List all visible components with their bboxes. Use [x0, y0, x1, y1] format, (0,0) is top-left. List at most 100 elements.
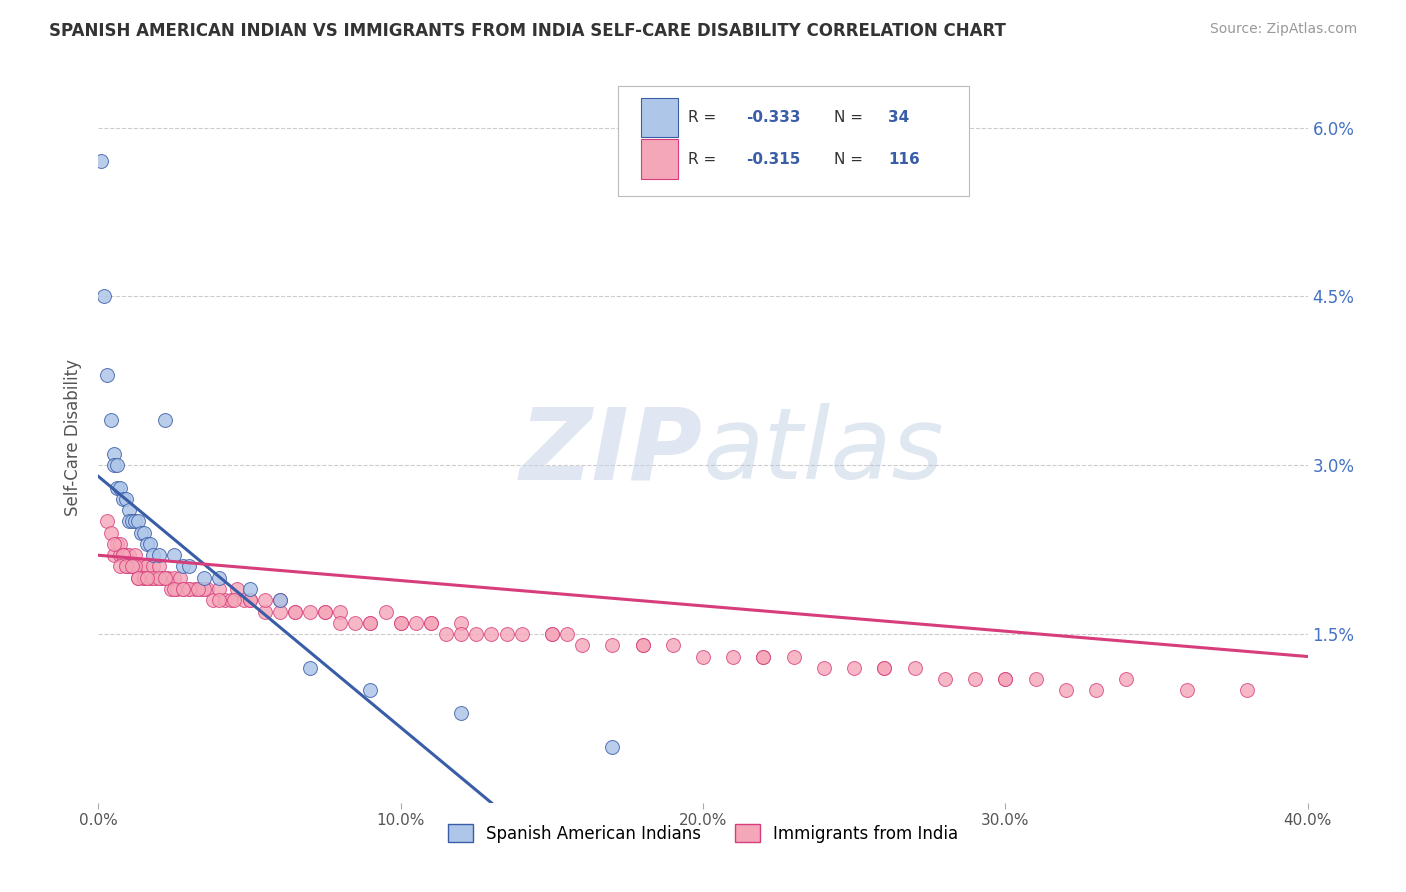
Point — [239, 582, 262, 596]
Point — [1024, 672, 1046, 686]
Point — [221, 593, 243, 607]
Text: R =: R = — [689, 110, 721, 125]
Point — [405, 615, 427, 630]
Point — [481, 627, 503, 641]
Point — [114, 548, 136, 562]
Point — [108, 481, 131, 495]
Point — [118, 548, 141, 562]
Point — [226, 582, 249, 596]
Text: N =: N = — [834, 152, 868, 167]
Point — [142, 559, 165, 574]
Point — [661, 638, 683, 652]
Point — [100, 525, 122, 540]
Point — [142, 571, 165, 585]
Point — [132, 525, 155, 540]
Point — [179, 582, 201, 596]
Point — [752, 649, 775, 664]
Point — [253, 605, 276, 619]
Point — [1054, 683, 1077, 698]
Point — [103, 537, 125, 551]
Point — [994, 672, 1017, 686]
Point — [389, 615, 412, 630]
Point — [139, 537, 162, 551]
Point — [692, 649, 714, 664]
Point — [163, 571, 186, 585]
Point — [153, 571, 176, 585]
Point — [127, 571, 149, 585]
Point — [111, 491, 134, 506]
Point — [105, 481, 128, 495]
Point — [232, 593, 254, 607]
Point — [132, 571, 155, 585]
Point — [208, 571, 231, 585]
Legend: Spanish American Indians, Immigrants from India: Spanish American Indians, Immigrants fro… — [441, 818, 965, 849]
Text: SPANISH AMERICAN INDIAN VS IMMIGRANTS FROM INDIA SELF-CARE DISABILITY CORRELATIO: SPANISH AMERICAN INDIAN VS IMMIGRANTS FR… — [49, 22, 1007, 40]
Point — [631, 638, 654, 652]
Point — [124, 548, 146, 562]
Point — [118, 503, 141, 517]
Point — [239, 593, 262, 607]
Point — [904, 661, 927, 675]
Point — [450, 615, 472, 630]
Point — [602, 638, 624, 652]
Point — [135, 537, 157, 551]
Point — [111, 548, 134, 562]
Point — [121, 515, 143, 529]
Point — [540, 627, 562, 641]
Point — [329, 605, 352, 619]
Point — [153, 413, 176, 427]
Point — [118, 559, 141, 574]
Point — [118, 515, 141, 529]
Point — [299, 605, 322, 619]
Point — [132, 571, 155, 585]
Text: ZIP: ZIP — [520, 403, 703, 500]
Point — [105, 458, 128, 473]
Point — [187, 582, 209, 596]
Point — [314, 605, 336, 619]
Point — [172, 559, 194, 574]
Text: Source: ZipAtlas.com: Source: ZipAtlas.com — [1209, 22, 1357, 37]
Point — [269, 605, 291, 619]
Point — [108, 548, 131, 562]
Point — [239, 593, 262, 607]
Point — [723, 649, 745, 664]
Point — [208, 593, 231, 607]
Point — [121, 559, 143, 574]
Text: -0.333: -0.333 — [747, 110, 801, 125]
Point — [169, 571, 191, 585]
Text: -0.315: -0.315 — [747, 152, 801, 167]
Point — [135, 559, 157, 574]
Point — [1236, 683, 1258, 698]
Text: atlas: atlas — [703, 403, 945, 500]
Point — [631, 638, 654, 652]
Point — [103, 548, 125, 562]
Point — [965, 672, 987, 686]
Point — [420, 615, 443, 630]
Point — [465, 627, 488, 641]
Point — [360, 683, 382, 698]
Point — [329, 615, 352, 630]
Point — [344, 615, 367, 630]
Point — [124, 559, 146, 574]
Point — [540, 627, 562, 641]
Point — [121, 559, 143, 574]
Point — [420, 615, 443, 630]
Text: 116: 116 — [889, 152, 920, 167]
Point — [163, 582, 186, 596]
Point — [434, 627, 457, 641]
Point — [269, 593, 291, 607]
Text: R =: R = — [689, 152, 721, 167]
Point — [139, 571, 162, 585]
Point — [202, 593, 225, 607]
Point — [1085, 683, 1108, 698]
Y-axis label: Self-Care Disability: Self-Care Disability — [65, 359, 83, 516]
FancyBboxPatch shape — [641, 98, 678, 137]
Point — [127, 559, 149, 574]
Point — [156, 571, 179, 585]
Point — [1115, 672, 1137, 686]
Point — [145, 571, 167, 585]
Point — [111, 548, 134, 562]
Point — [114, 559, 136, 574]
Point — [96, 515, 118, 529]
Point — [100, 413, 122, 427]
